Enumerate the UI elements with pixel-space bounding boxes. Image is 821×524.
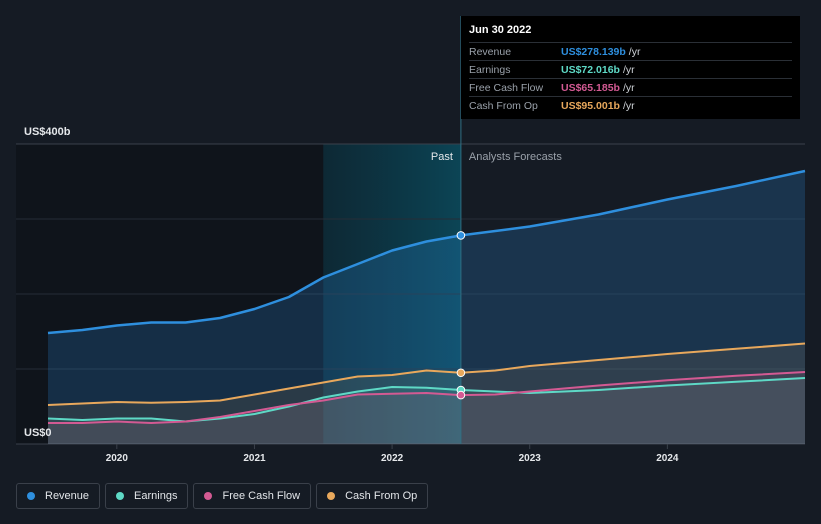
past-label: Past [431,151,453,163]
tooltip-unit: /yr [622,81,635,94]
legend-label: Revenue [45,490,90,502]
free-cash-flow-marker [456,390,466,400]
x-tick-label: 2022 [381,453,404,464]
cash-from-op-marker [456,368,466,378]
tooltip: Jun 30 2022 Revenue US$278.139b /yr Earn… [461,16,800,119]
revenue-marker [456,231,466,240]
tooltip-label: Free Cash Flow [469,81,544,94]
cash-from-op-line [47,342,806,406]
legend-item-earnings[interactable]: Earnings [105,483,189,509]
x-axis-ticks: 2020 2021 2022 2023 2024 [106,444,679,464]
series-lines [47,169,806,424]
free-cash-flow-line [48,371,806,424]
x-tick-label: 2024 [656,453,679,464]
tooltip-value: US$278.139b [561,45,626,58]
legend-dot-icon [116,492,125,500]
hover-markers [456,231,466,400]
free-cash-flow-area [48,372,805,444]
legend-label: Cash From Op [345,490,418,502]
tooltip-row-revenue: Revenue US$278.139b /yr [469,42,792,60]
earnings-line [47,377,806,423]
tooltip-value: US$65.185b [561,81,620,94]
grid-lines [16,143,805,445]
legend-dot-icon [27,492,35,500]
forecast-label: Analysts Forecasts [469,151,562,163]
revenue-area [48,171,805,444]
x-tick-label: 2020 [106,453,129,464]
legend-item-revenue[interactable]: Revenue [16,483,101,509]
tooltip-unit: /yr [622,63,635,76]
series-areas [48,171,805,444]
tooltip-unit: /yr [628,45,641,58]
legend-item-cash-from-op[interactable]: Cash From Op [316,483,429,509]
tooltip-label: Revenue [469,45,512,58]
tooltip-date: Jun 30 2022 [469,24,532,36]
legend-label: Free Cash Flow [222,490,301,502]
tooltip-row-earnings: Earnings US$72.016b /yr [469,60,792,78]
tooltip-label: Earnings [469,63,511,76]
legend-label: Earnings [134,490,178,502]
legend-dot-icon [204,492,213,500]
legend-dot-icon [327,492,336,500]
legend: Revenue Earnings Free Cash Flow Cash Fro… [16,483,429,509]
revenue-line [47,169,806,335]
tooltip-row-free-cash-flow: Free Cash Flow US$65.185b /yr [469,78,792,96]
x-tick-label: 2023 [519,453,542,464]
tooltip-unit: /yr [622,99,635,112]
tooltip-value: US$95.001b [561,99,620,112]
y-axis-bottom-label: US$0 [24,427,52,439]
legend-item-free-cash-flow[interactable]: Free Cash Flow [193,483,312,509]
y-axis-top-label: US$400b [24,126,71,138]
tooltip-label: Cash From Op [469,99,538,112]
tooltip-row-cash-from-op: Cash From Op US$95.001b /yr [469,96,792,114]
earnings-area [48,378,805,444]
x-tick-label: 2021 [243,453,266,464]
tooltip-value: US$72.016b [561,63,620,76]
